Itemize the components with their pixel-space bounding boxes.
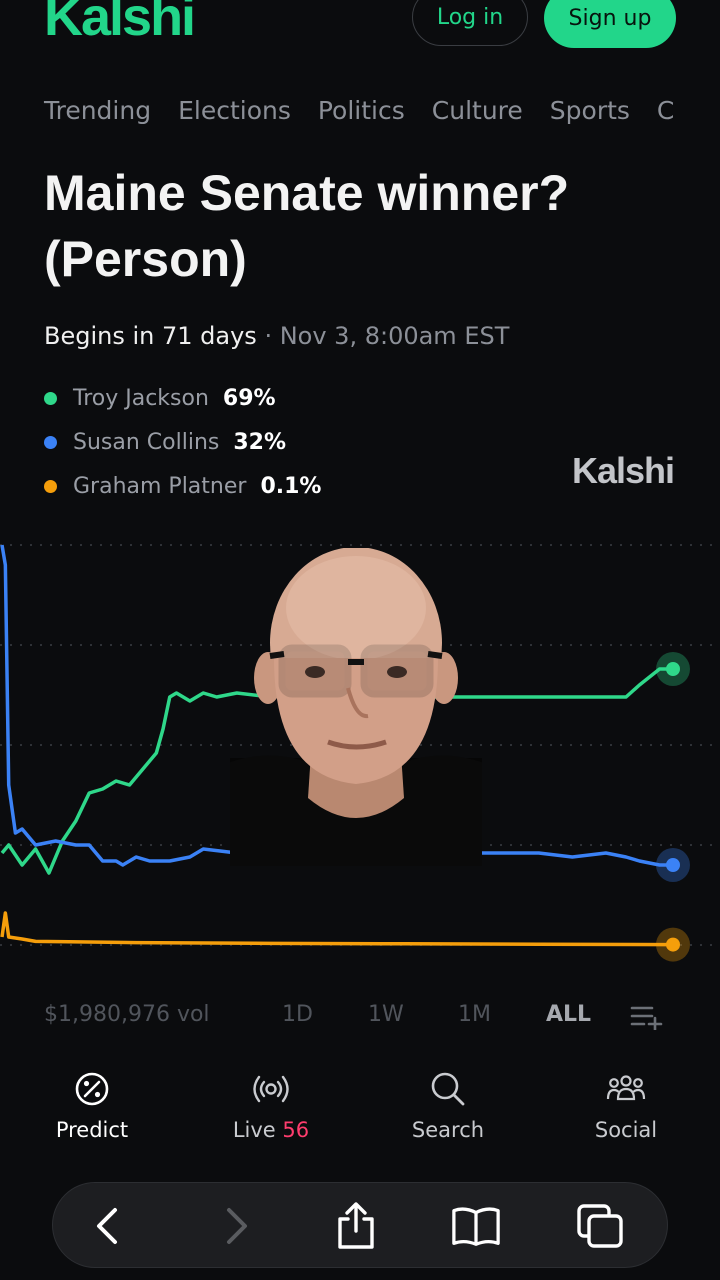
chart-endpoints: [656, 652, 690, 962]
tab-sports[interactable]: Sports: [549, 96, 630, 125]
bookmarks-button[interactable]: [451, 1201, 501, 1251]
series-line-2: [0, 911, 674, 947]
legend-item[interactable]: Troy Jackson 69%: [44, 376, 321, 420]
range-all[interactable]: ALL: [546, 1002, 592, 1027]
series-end-point-0[interactable]: [666, 662, 680, 676]
range-1w[interactable]: 1W: [368, 1002, 404, 1027]
tab-elections[interactable]: Elections: [178, 96, 291, 125]
legend-pct: 32%: [233, 429, 287, 455]
tab-more[interactable]: C: [656, 96, 675, 125]
legend-name: Troy Jackson: [73, 385, 209, 411]
broadcast-icon: [253, 1075, 289, 1103]
legend-dot: [44, 391, 57, 405]
nav-live-label: Live 56: [201, 1118, 341, 1142]
tabs-icon: [577, 1204, 623, 1248]
login-button[interactable]: Log in: [412, 0, 528, 46]
volume-label: $1,980,976 vol: [44, 1002, 210, 1027]
nav-predict-label: Predict: [55, 1118, 129, 1142]
search-icon: [431, 1072, 465, 1106]
live-count-badge: 56: [282, 1118, 310, 1142]
chart-options-icon[interactable]: [630, 1004, 664, 1030]
legend-pct: 0.1%: [260, 473, 322, 499]
series-line-1: [0, 544, 673, 867]
kalshi-logo[interactable]: Kalshi: [44, 0, 196, 47]
presenter-video-overlay: [230, 548, 482, 866]
legend-item[interactable]: Graham Platner 0.1%: [44, 464, 321, 508]
tab-politics[interactable]: Politics: [317, 96, 405, 125]
tab-trending[interactable]: Trending: [44, 96, 152, 125]
tab-culture[interactable]: Culture: [431, 96, 523, 125]
live-text: Live: [232, 1118, 276, 1142]
legend-dot: [44, 435, 57, 449]
tabs-button[interactable]: [575, 1201, 625, 1251]
range-1m[interactable]: 1M: [458, 1002, 491, 1027]
begins-text: Begins in 71 days: [44, 322, 257, 350]
chart-lines: [0, 544, 674, 947]
category-tabs: Trending Elections Politics Culture Sports C: [44, 96, 701, 125]
market-date: · Nov 3, 8:00am EST: [264, 322, 510, 350]
chevron-left-icon: [97, 1208, 117, 1244]
browser-toolbar: [52, 1182, 668, 1268]
share-icon: [338, 1202, 374, 1249]
nav-live[interactable]: Live 56: [201, 1070, 341, 1142]
legend-name: Graham Platner: [73, 473, 247, 499]
signup-button[interactable]: Sign up: [544, 0, 676, 48]
nav-social[interactable]: Social: [556, 1070, 696, 1142]
series-end-point-1[interactable]: [666, 858, 680, 872]
legend-dot: [44, 479, 57, 493]
series-end-point-2[interactable]: [666, 937, 680, 952]
range-1d[interactable]: 1D: [282, 1002, 313, 1027]
back-button[interactable]: [83, 1201, 133, 1251]
nav-search-label: Search: [411, 1118, 485, 1142]
legend-item[interactable]: Susan Collins 32%: [44, 420, 321, 464]
chart-legend: Troy Jackson 69% Susan Collins 32% Graha…: [44, 376, 321, 508]
market-begins: Begins in 71 days · Nov 3, 8:00am EST: [44, 322, 509, 350]
book-icon: [452, 1207, 500, 1246]
people-icon: [606, 1075, 646, 1101]
nav-search[interactable]: Search: [378, 1070, 518, 1142]
market-title: Maine Senate winner? (Person): [44, 165, 570, 287]
kalshi-watermark: Kalshi: [572, 450, 675, 491]
nav-social-label: Social: [594, 1118, 658, 1142]
chevron-right-icon: [227, 1208, 247, 1244]
legend-name: Susan Collins: [73, 429, 220, 455]
share-button[interactable]: [331, 1201, 381, 1251]
series-line-0: [0, 667, 673, 875]
forward-button[interactable]: [211, 1201, 261, 1251]
price-chart[interactable]: [0, 530, 720, 970]
percent-icon: [75, 1072, 109, 1106]
nav-predict[interactable]: Predict: [22, 1070, 162, 1142]
legend-pct: 69%: [222, 385, 276, 411]
